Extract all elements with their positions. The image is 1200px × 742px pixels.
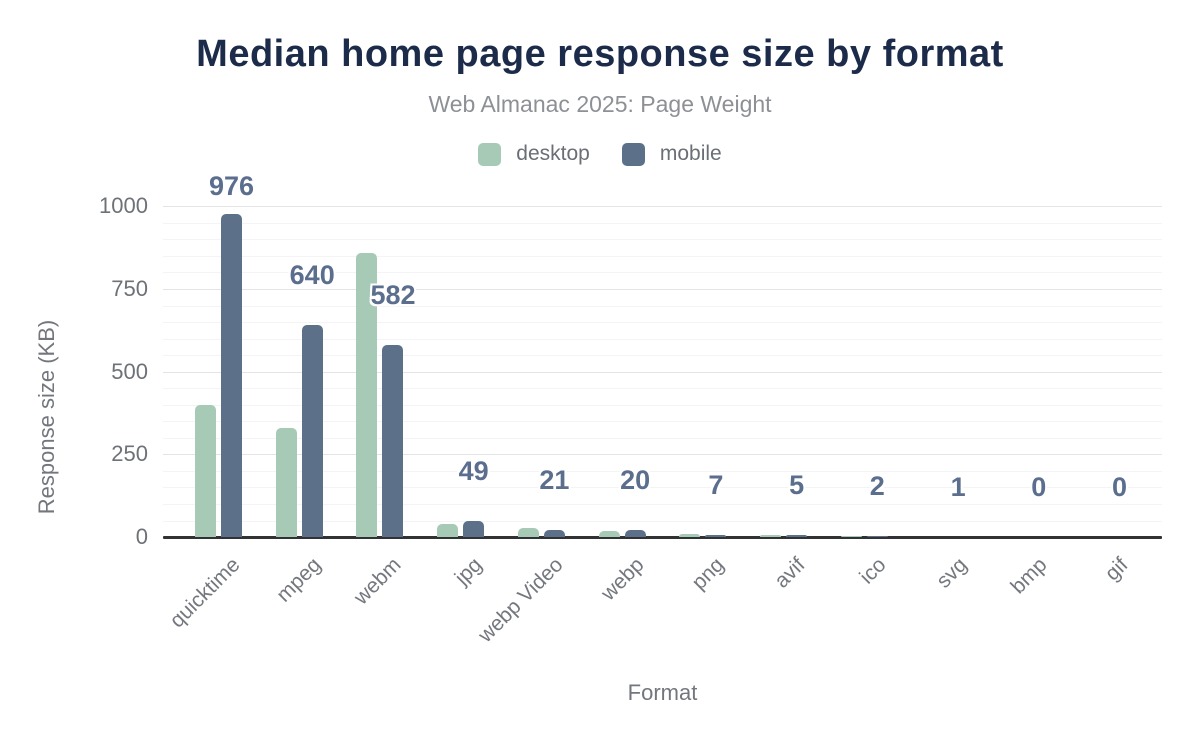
bar-mobile-webm bbox=[382, 344, 404, 537]
major-gridline bbox=[163, 454, 1162, 456]
bar-desktop-webp bbox=[598, 531, 620, 537]
y-tick-label: 500 bbox=[111, 358, 148, 384]
x-axis-title: Format bbox=[627, 680, 698, 705]
data-label-mpeg: 640 bbox=[289, 260, 335, 291]
bar-desktop-avif bbox=[760, 534, 782, 537]
bar-mobile-webp bbox=[624, 530, 646, 537]
minor-gridline bbox=[163, 470, 1162, 472]
legend-item-mobile: mobile bbox=[621, 142, 722, 166]
bar-desktop-quicktime bbox=[195, 404, 216, 537]
bar-desktop-png bbox=[679, 534, 701, 537]
bar-desktop-webm bbox=[356, 252, 378, 537]
minor-gridline bbox=[163, 305, 1162, 307]
y-tick-label: 750 bbox=[111, 276, 148, 301]
mobile-swatch-icon bbox=[621, 142, 645, 166]
legend-label-mobile: mobile bbox=[659, 142, 722, 165]
major-gridline bbox=[163, 371, 1162, 373]
bar-desktop-jpg bbox=[437, 523, 459, 537]
minor-gridline bbox=[163, 503, 1162, 505]
x-axis-line bbox=[163, 536, 1162, 539]
y-tick-label: 0 bbox=[135, 524, 148, 549]
minor-gridline bbox=[163, 338, 1162, 340]
data-label-svg: 1 bbox=[950, 471, 966, 502]
minor-gridline bbox=[163, 388, 1162, 390]
legend-item-desktop: desktop bbox=[478, 142, 590, 166]
data-label-quicktime: 976 bbox=[208, 171, 255, 202]
minor-gridline bbox=[163, 322, 1162, 323]
minor-gridline bbox=[163, 487, 1162, 489]
y-tick-label: 1000 bbox=[99, 193, 148, 219]
minor-gridline bbox=[163, 404, 1162, 406]
data-label-png: 7 bbox=[708, 469, 724, 500]
bar-desktop-ico bbox=[840, 536, 862, 537]
bar-mobile-mpeg bbox=[301, 325, 323, 537]
chart-title: Median home page response size by format bbox=[196, 33, 1004, 75]
data-label-bmp: 0 bbox=[1031, 472, 1047, 502]
bar-desktop-webp Video bbox=[517, 527, 539, 537]
minor-gridline bbox=[163, 421, 1162, 423]
legend-label-desktop: desktop bbox=[516, 142, 590, 165]
legend: desktop mobile bbox=[0, 142, 1200, 166]
data-label-jpg: 49 bbox=[458, 455, 489, 486]
minor-gridline bbox=[163, 272, 1162, 274]
bar-mobile-quicktime bbox=[221, 214, 242, 537]
y-axis-title: Response size (KB) bbox=[34, 319, 59, 515]
data-label-webp Video: 21 bbox=[539, 465, 570, 496]
bar-desktop-mpeg bbox=[275, 427, 297, 537]
major-gridline bbox=[163, 289, 1162, 290]
bar-mobile-avif bbox=[786, 535, 808, 537]
major-gridline bbox=[163, 206, 1162, 208]
bar-mobile-jpg bbox=[463, 520, 485, 537]
data-label-ico: 2 bbox=[869, 471, 885, 502]
data-label-avif: 5 bbox=[789, 470, 805, 501]
y-tick-label: 250 bbox=[111, 441, 148, 467]
data-label-gif: 0 bbox=[1111, 472, 1128, 502]
minor-gridline bbox=[163, 239, 1162, 241]
minor-gridline bbox=[163, 222, 1162, 224]
data-label-webm: 582 bbox=[370, 279, 416, 310]
minor-gridline bbox=[163, 520, 1162, 522]
bar-mobile-ico bbox=[866, 536, 888, 537]
bar-mobile-webp Video bbox=[543, 530, 565, 537]
bar-mobile-png bbox=[705, 534, 727, 537]
data-label-webp: 20 bbox=[620, 465, 651, 496]
minor-gridline bbox=[163, 437, 1162, 439]
minor-gridline bbox=[163, 355, 1162, 357]
desktop-swatch-icon bbox=[478, 142, 502, 166]
minor-gridline bbox=[163, 255, 1162, 257]
chart-subtitle: Web Almanac 2025: Page Weight bbox=[428, 91, 772, 117]
